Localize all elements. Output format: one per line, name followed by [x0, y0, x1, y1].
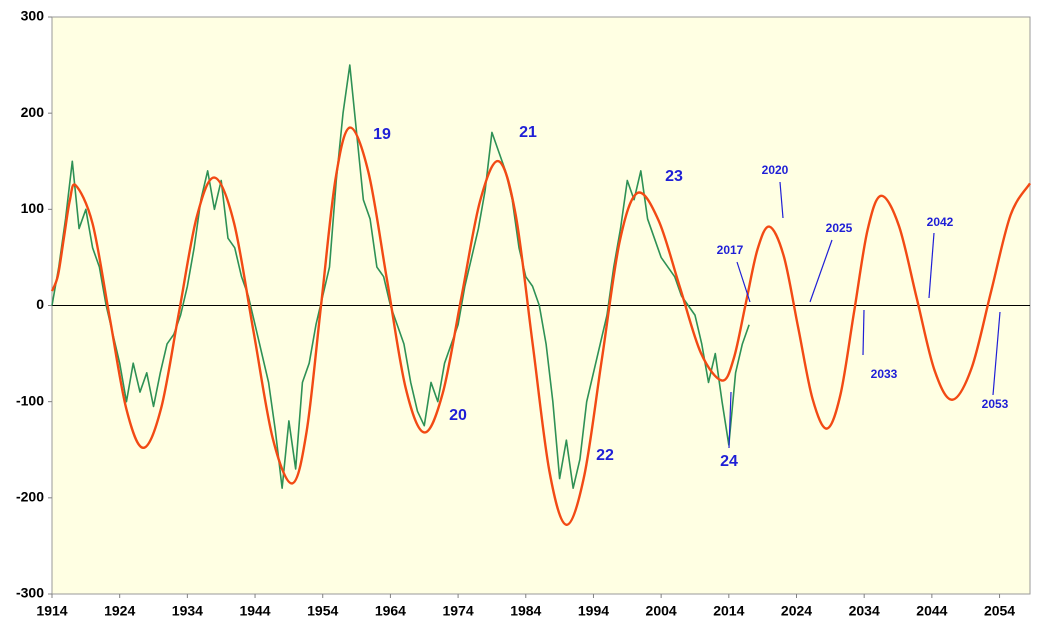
y-tick-label: 0	[36, 296, 44, 312]
callout-line	[736, 261, 751, 303]
cycle-label: 21	[519, 124, 537, 141]
cycle-label: 20	[449, 407, 467, 424]
callout-line	[928, 232, 935, 299]
x-tick-label: 2004	[646, 603, 677, 619]
callout-line	[809, 239, 833, 303]
x-tick-label: 2044	[916, 603, 947, 619]
x-tick-label: 1974	[443, 603, 474, 619]
y-tick-label: -300	[16, 585, 44, 601]
x-tick-label: 1954	[307, 603, 338, 619]
x-tick-label: 1964	[375, 603, 406, 619]
callout-line	[992, 311, 1001, 396]
callout-label: 2033	[871, 367, 898, 381]
x-tick-label: 1934	[172, 603, 203, 619]
cycle-label: 24	[720, 453, 738, 470]
cycle-label: 22	[596, 447, 614, 464]
x-tick-label: 1944	[239, 603, 270, 619]
callout-label: 2042	[927, 215, 954, 229]
cycle-label: 19	[373, 126, 391, 143]
callout-line	[862, 309, 865, 356]
x-tick-label: 2024	[781, 603, 812, 619]
series-line	[50, 126, 1032, 526]
callout-label: 2053	[982, 397, 1009, 411]
y-tick-label: 300	[21, 8, 45, 24]
callout-label: 2020	[762, 163, 789, 177]
callout-line	[779, 181, 784, 219]
x-tick-label: 2014	[713, 603, 744, 619]
x-tick-label: 1924	[104, 603, 135, 619]
x-tick-label: 1914	[36, 603, 67, 619]
x-tick-label: 2034	[849, 603, 880, 619]
callout-label: 2017	[717, 243, 744, 257]
x-tick-label: 1994	[578, 603, 609, 619]
x-tick-label: 1984	[510, 603, 541, 619]
y-tick-label: 100	[21, 200, 45, 216]
callout-line	[728, 391, 732, 449]
x-tick-label: 2054	[984, 603, 1015, 619]
y-tick-label: 200	[21, 104, 45, 120]
callout-label: 2025	[826, 221, 853, 235]
cycle-label: 23	[665, 168, 683, 185]
y-tick-label: -200	[16, 489, 44, 505]
y-tick-label: -100	[16, 392, 44, 408]
